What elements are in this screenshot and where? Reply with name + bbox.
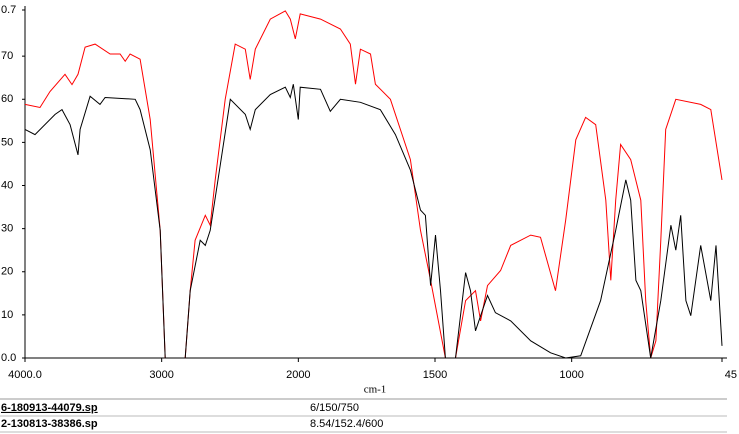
y-tick-label: 0.7 <box>1 4 16 16</box>
spectrum-line <box>24 84 723 359</box>
legend-params: 8.54/152.4/600 <box>310 418 383 430</box>
y-tick-label: 50 <box>1 136 13 148</box>
y-tick-label: 10 <box>1 309 13 321</box>
x-axis-label: cm-1 <box>364 384 387 396</box>
x-tick-label: 4000.0 <box>8 369 42 381</box>
y-tick-label: 60 <box>1 93 13 105</box>
y-tick-label: 30 <box>1 223 13 235</box>
y-tick-label: 40 <box>1 179 13 191</box>
x-tick-label: 1500 <box>423 369 447 381</box>
x-tick-label: 2000 <box>286 369 310 381</box>
spectrum-line <box>24 10 723 359</box>
legend-params: 6/150/750 <box>310 402 359 414</box>
x-tick-label: 1000 <box>559 369 583 381</box>
y-tick-label: 70 <box>1 50 13 62</box>
y-tick-label: 20 <box>1 266 13 278</box>
x-tick-label: 3000 <box>149 369 173 381</box>
x-tick-label: 45 <box>725 369 737 381</box>
y-tick-label: 0.0 <box>1 352 16 364</box>
legend-file[interactable]: 6-180913-44079.sp <box>1 402 98 414</box>
legend-file[interactable]: 2-130813-38386.sp <box>1 418 98 430</box>
